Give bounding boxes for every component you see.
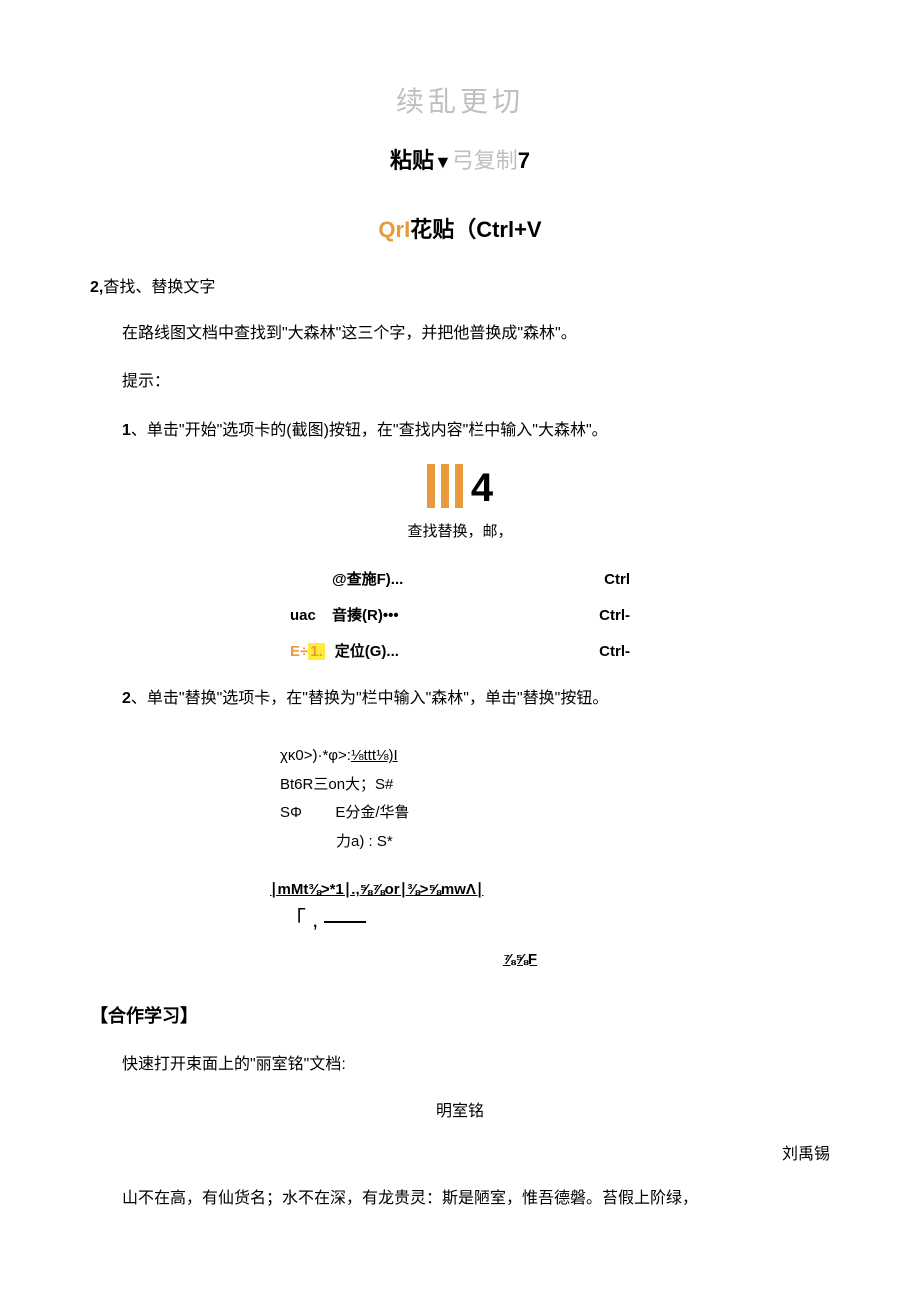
bighead-coop: 【合作学习】	[90, 1002, 830, 1031]
garble-block-1: χκ0>)·*φ>:⅛ttt⅛)I Bt6R三on大；S# SΦ E分金/华鲁 …	[280, 742, 640, 856]
step2-txt: 、单击"替换"选项卡，在"替换为"栏中输入"森林"，单击"替换"按钮。	[131, 690, 608, 707]
figure-bars: 4	[90, 464, 830, 508]
bar-1	[427, 464, 435, 508]
g1-l1-u: ⅛ttt⅛)I	[351, 747, 398, 764]
g1-l3b: E分金/华鲁	[335, 804, 409, 821]
p-step2: 2、单击"替换"选项卡，在"替换为"栏中输入"森林"，单击"替换"按钮。	[90, 684, 830, 714]
g2-l1: ∣mMt⅜>*1∣.,⅝⅞or∣⅜>⅝mwΛ∣	[270, 878, 650, 902]
p-hint: 提示：	[90, 367, 830, 397]
g1-l3: SΦ E分金/华鲁	[280, 799, 640, 828]
t2-a: 粘贴	[390, 148, 434, 173]
t2-triangle: ▼	[434, 152, 452, 172]
m3-r: Ctrl-	[599, 640, 630, 664]
p-find: 在路线图文档中查找到"大森林"这三个字，并把他普换成"森林"。	[90, 319, 830, 349]
g2-l2: 「 ,	[270, 902, 650, 937]
garble-block-2: ∣mMt⅜>*1∣.,⅝⅞or∣⅜>⅝mwΛ∣ 「 , ⅞⅝F	[270, 878, 650, 971]
g1-l4: 力a) : S*	[280, 828, 640, 857]
m3-a: E÷	[290, 643, 308, 660]
g1-l3a: SΦ	[280, 804, 302, 821]
m2-ic: uac	[290, 604, 322, 628]
title-line-3: QrI花贴（Ctrl+V	[90, 212, 830, 247]
title-gray: 续乱更切	[90, 80, 830, 125]
caption-1: 查找替换，邮，	[90, 520, 830, 544]
section-2-head: 2,杳找、替换文字	[90, 275, 830, 301]
menu-block: @查施F)... Ctrl uac 音揍(R)••• Ctrl- E÷1. 定位(G…	[290, 562, 630, 670]
menu-row-3: E÷1. 定位(G)... Ctrl-	[290, 634, 630, 670]
m3-l: 定位(G)...	[335, 640, 399, 664]
m3-b: 1.	[308, 643, 325, 660]
m1-r: Ctrl	[604, 568, 630, 592]
p-open: 快速打开束面上的"丽室铭"文档:	[90, 1050, 830, 1080]
t3-orange: QrI	[378, 217, 410, 242]
bars-icon: 4	[427, 464, 493, 508]
t3-rest: 花贴（Ctrl+V	[410, 217, 541, 242]
sect2-txt: 杳找、替换文字	[103, 279, 215, 296]
g2-l2a: 「 ,	[284, 907, 324, 932]
g2-l3: ⅞⅝F	[270, 948, 650, 972]
m2-r: Ctrl-	[599, 604, 630, 628]
m1-l: @查施F)...	[332, 568, 403, 592]
t2-gray: 弓复制	[452, 148, 518, 173]
g1-l1: χκ0>)·*φ>:⅛ttt⅛)I	[280, 742, 640, 771]
four-digit: 4	[471, 468, 493, 508]
poem-line: 山不在高，有仙货名；水不在深，有龙贵灵：斯是陋室，惟吾德磐。苔假上阶绿，	[90, 1184, 830, 1214]
menu-row-2: uac 音揍(R)••• Ctrl-	[290, 598, 630, 634]
p-step1: 1、单击"开始"选项卡的(截图)按钮，在"查找内容"栏中输入"大森林"。	[90, 416, 830, 446]
title-line-2: 粘贴▼弓复制7	[90, 143, 830, 178]
g1-l2: Bt6R三on大；S#	[280, 771, 640, 800]
sect2-num: 2,	[90, 279, 103, 296]
bar-2	[441, 464, 449, 508]
t2-b: 7	[518, 148, 530, 173]
step1-num: 1	[122, 422, 131, 439]
step2-num: 2	[122, 690, 131, 707]
step1-txt: 、单击"开始"选项卡的(截图)按钮，在"查找内容"栏中输入"大森林"。	[131, 422, 608, 439]
author: 刘禹锡	[90, 1142, 830, 1168]
bar-3	[455, 464, 463, 508]
poem-title: 明室铭	[90, 1099, 830, 1125]
menu-row-1: @查施F)... Ctrl	[290, 562, 630, 598]
m2-l: 音揍(R)•••	[332, 604, 399, 628]
dash-icon	[324, 921, 366, 923]
